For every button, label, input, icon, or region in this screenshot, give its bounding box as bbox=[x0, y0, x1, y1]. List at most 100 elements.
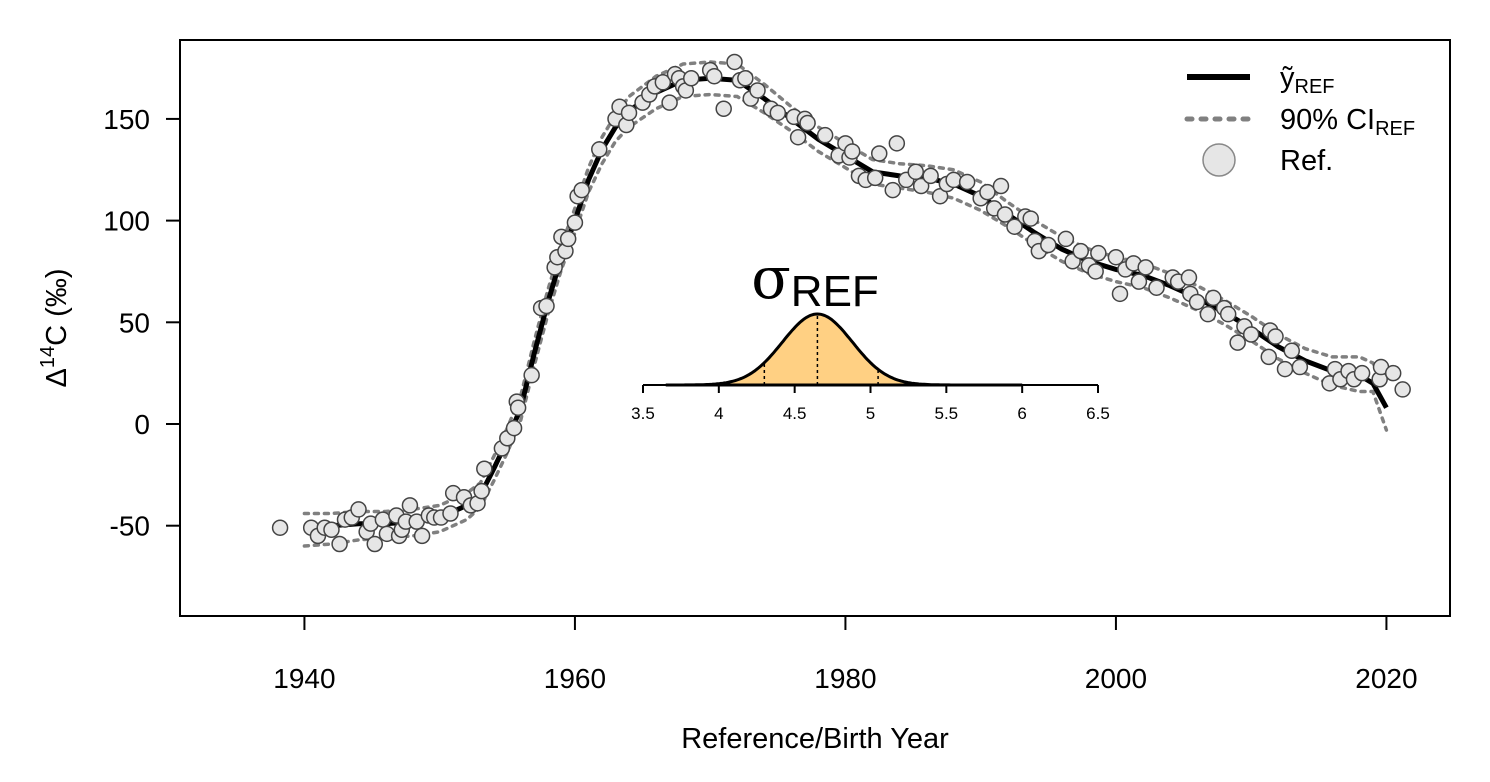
ref-point bbox=[1072, 242, 1090, 260]
ref-point bbox=[769, 104, 787, 122]
ref-point bbox=[1276, 360, 1294, 378]
ref-point bbox=[476, 460, 493, 477]
legend-label-main: Ref. bbox=[1280, 145, 1333, 177]
x-tick-label: 1980 bbox=[814, 663, 876, 694]
legend-label-main: 90% CI bbox=[1280, 104, 1375, 136]
ref-point bbox=[473, 482, 490, 500]
ref-point bbox=[1180, 269, 1198, 286]
y-tick-label: 100 bbox=[103, 206, 150, 237]
ref-point bbox=[1130, 273, 1148, 290]
ref-point bbox=[799, 114, 816, 132]
y-label-part: Δ bbox=[41, 368, 73, 387]
x-tick-label: 2000 bbox=[1085, 663, 1147, 694]
inset-tick-label: 6 bbox=[1017, 404, 1026, 423]
ref-point bbox=[1188, 293, 1206, 311]
inset-tick-label: 6.5 bbox=[1086, 404, 1110, 423]
ref-point bbox=[573, 181, 590, 199]
inset-title-main: σ bbox=[751, 244, 791, 312]
y-tick-label: 50 bbox=[119, 307, 150, 338]
plot-frame bbox=[179, 39, 1451, 617]
ref-point bbox=[888, 135, 906, 152]
ref-point bbox=[912, 177, 930, 195]
ref-point bbox=[1229, 334, 1246, 351]
ref-point bbox=[1394, 381, 1411, 398]
ref-point bbox=[726, 53, 743, 71]
ref-point bbox=[1291, 358, 1309, 376]
ref-point bbox=[1260, 348, 1278, 366]
inset-title-sub: REF bbox=[791, 267, 879, 316]
ref-point bbox=[350, 501, 367, 518]
inset-tick-label: 3.5 bbox=[631, 404, 655, 423]
legend-label-sub: REF bbox=[1375, 118, 1415, 140]
ref-point bbox=[366, 535, 384, 553]
legend-label: Ref. bbox=[1280, 145, 1333, 177]
ref-point bbox=[1267, 328, 1284, 345]
y-label-sup: 14 bbox=[37, 346, 59, 368]
ref-point bbox=[1111, 285, 1129, 303]
ref-point bbox=[1283, 342, 1301, 360]
ref-point bbox=[737, 69, 754, 87]
ref-point bbox=[1384, 364, 1402, 382]
legend-label: ỹREF bbox=[1280, 62, 1335, 98]
ref-point bbox=[591, 141, 608, 158]
ref-point bbox=[715, 100, 732, 117]
legend-label-sub: REF bbox=[1295, 76, 1335, 98]
ref-point bbox=[1242, 326, 1260, 343]
ref-point bbox=[1148, 279, 1165, 296]
ref-point bbox=[682, 69, 700, 87]
ref-point bbox=[922, 167, 939, 185]
ref-point bbox=[1006, 218, 1023, 235]
ref-point bbox=[705, 67, 723, 85]
x-axis-label: Reference/Birth Year bbox=[681, 723, 949, 755]
ref-point bbox=[749, 82, 766, 99]
x-tick-label: 1960 bbox=[544, 663, 606, 694]
x-tick-label: 2020 bbox=[1355, 663, 1417, 694]
ref-point bbox=[1205, 289, 1222, 307]
ref-point bbox=[538, 297, 555, 315]
ref-point bbox=[559, 230, 577, 248]
ref-point bbox=[1199, 305, 1217, 323]
ref-point bbox=[992, 177, 1010, 195]
ref-point bbox=[979, 183, 996, 201]
ref-point bbox=[907, 163, 925, 181]
ref-point bbox=[413, 527, 431, 545]
ref-point bbox=[789, 128, 807, 146]
ref-point bbox=[505, 419, 523, 437]
inset-tick-label: 4 bbox=[714, 404, 723, 423]
ref-point bbox=[654, 74, 672, 91]
ref-point bbox=[509, 399, 527, 416]
ref-point bbox=[1087, 263, 1104, 280]
ref-point bbox=[843, 143, 861, 160]
y-tick-label: 0 bbox=[134, 409, 150, 440]
ref-point bbox=[1040, 236, 1057, 254]
y-axis-label: Δ14C (‰) bbox=[37, 269, 73, 388]
ref-point bbox=[331, 535, 348, 553]
inset-tick-label: 5.5 bbox=[935, 404, 959, 423]
ref-point bbox=[374, 511, 392, 528]
inset-title: σREF bbox=[751, 244, 879, 316]
y-label-part: C (‰) bbox=[41, 269, 73, 346]
legend-point-swatch bbox=[1202, 143, 1236, 177]
ref-point bbox=[958, 173, 976, 191]
ci-line bbox=[302, 60, 1389, 516]
ref-point bbox=[1057, 230, 1075, 248]
ref-point bbox=[1353, 364, 1371, 382]
inset-tick-label: 4.5 bbox=[783, 404, 807, 423]
ref-point bbox=[996, 206, 1014, 223]
legend-label: 90% CIREF bbox=[1280, 104, 1415, 140]
y-tick-label: -50 bbox=[110, 511, 150, 542]
ref-point bbox=[870, 145, 888, 162]
ref-point bbox=[884, 181, 902, 199]
y-tick-label: 150 bbox=[103, 104, 150, 135]
ref-point bbox=[323, 521, 340, 539]
ref-point bbox=[661, 94, 678, 111]
ref-point bbox=[1219, 305, 1237, 323]
ref-point bbox=[1090, 244, 1107, 262]
ref-point bbox=[401, 497, 419, 514]
ref-point bbox=[523, 366, 540, 384]
ref-point bbox=[271, 519, 289, 536]
ref-point bbox=[566, 214, 584, 231]
x-tick-label: 1940 bbox=[273, 663, 335, 694]
